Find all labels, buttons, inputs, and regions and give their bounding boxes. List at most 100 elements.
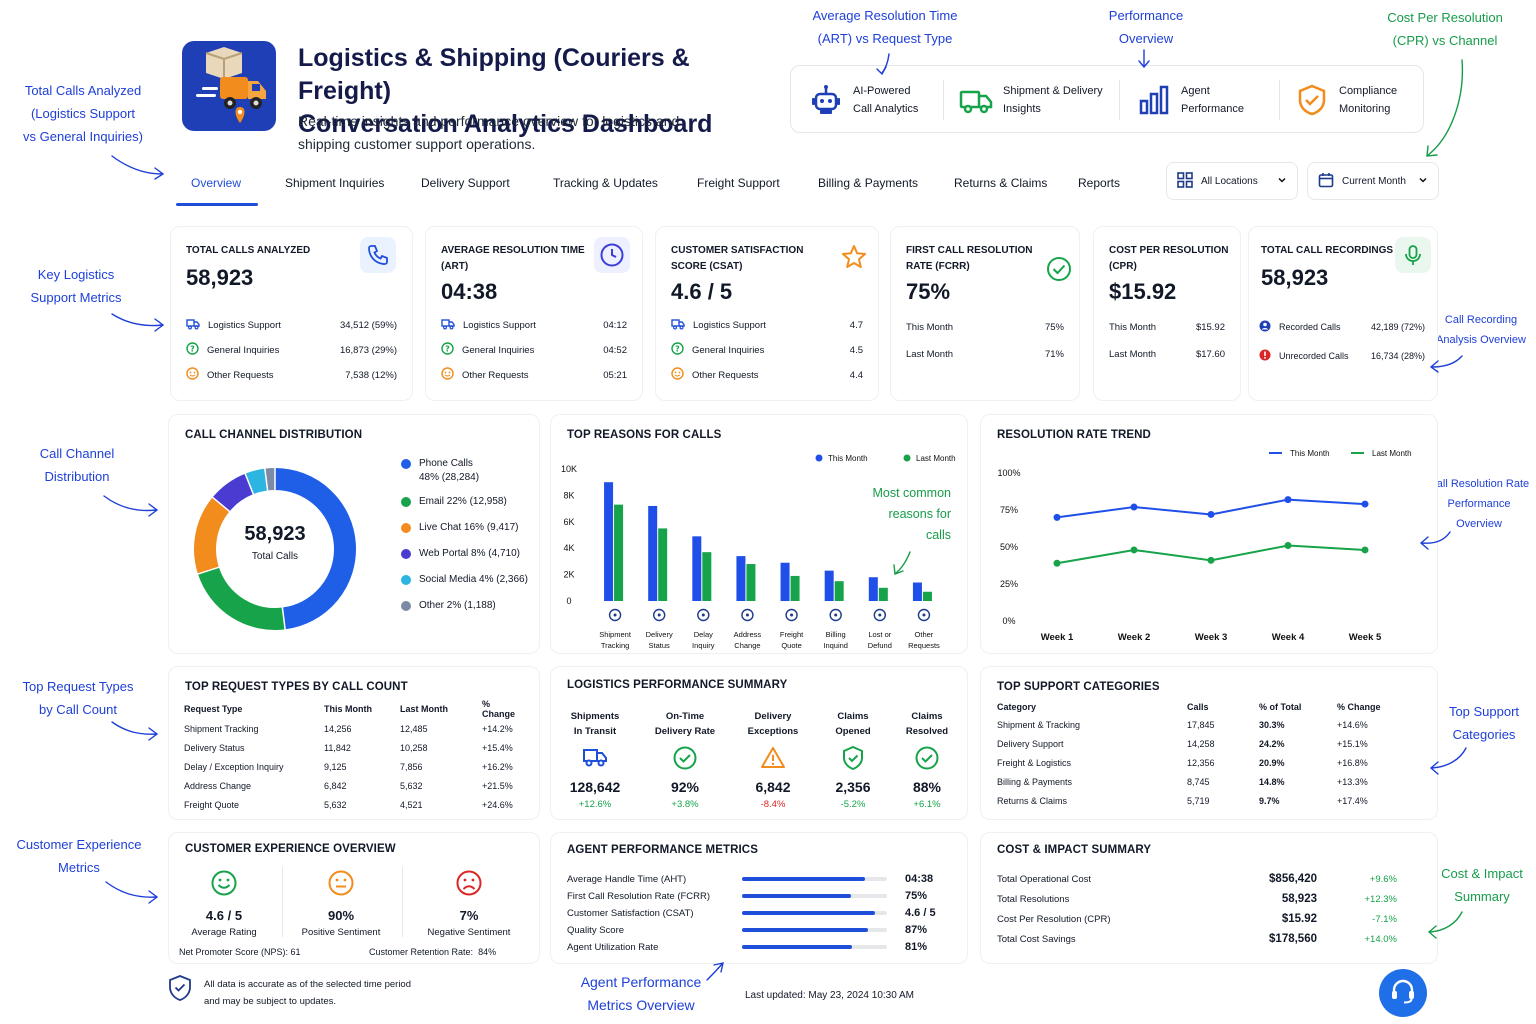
legend-swatch (903, 454, 911, 462)
tab-reports[interactable]: Reports (1078, 176, 1121, 190)
table-cell: Delivery Support (997, 738, 1064, 749)
kpi-row-label: This Month (906, 321, 953, 333)
table-cell: 4,521 (400, 799, 423, 810)
logistics-metric: Shipments In Transit 128,642 +12.6% (555, 709, 635, 810)
donut-slice[interactable] (197, 566, 286, 630)
data-point[interactable] (1284, 496, 1292, 504)
annotation-line: by Call Count (38, 702, 118, 717)
table-row[interactable]: Delivery Status 11,842 10,258 +15.4% (184, 738, 524, 757)
data-point[interactable] (1361, 546, 1369, 554)
kpi-row-value: 34,512 (59%) (339, 319, 397, 331)
bar[interactable] (648, 505, 658, 601)
data-point[interactable] (1130, 503, 1138, 511)
bar[interactable] (922, 591, 932, 601)
progress-fill (742, 877, 866, 881)
donut-slice[interactable] (212, 473, 254, 512)
legend-label: Last Month (1372, 449, 1412, 458)
x-tick-label: Change (734, 641, 760, 650)
bar[interactable] (746, 564, 756, 601)
table-row[interactable]: Shipment & Tracking 17,845 30.3% +14.6% (997, 715, 1407, 734)
bar[interactable] (878, 587, 888, 601)
location-dropdown[interactable]: All Locations (1166, 162, 1298, 200)
metric-label: Agent Utilization Rate (567, 941, 659, 953)
cx-value: 90% (327, 908, 355, 923)
data-point[interactable] (1207, 556, 1215, 564)
column-header: Request Type (184, 704, 243, 714)
tab-overview[interactable]: Overview (191, 176, 242, 190)
bar[interactable] (824, 570, 834, 601)
bar[interactable] (604, 482, 614, 601)
feature-ai-analytics[interactable]: AI-Powered Call Analytics (809, 82, 943, 118)
support-chat-button[interactable] (1379, 969, 1427, 1017)
bar[interactable] (702, 552, 712, 601)
tab-freight-support[interactable]: Freight Support (697, 176, 780, 190)
legend-text: Web Portal 8% (4,710) (419, 547, 520, 561)
donut-slice[interactable] (264, 468, 276, 491)
cost-label: Total Operational Cost (997, 873, 1091, 885)
kpi-row: Recorded Calls 42,189 (72%) (1259, 319, 1425, 335)
cx-label: Negative Sentiment (427, 927, 511, 938)
donut-slice[interactable] (194, 497, 230, 575)
bar[interactable] (868, 577, 878, 601)
bar[interactable] (912, 582, 922, 601)
page-subtitle: Real-time insights and performance overv… (298, 113, 680, 152)
tab-shipment-inquiries[interactable]: Shipment Inquiries (285, 176, 385, 190)
annotation-art: Average Resolution Time (ART) vs Request … (790, 4, 980, 50)
feature-label: Agent (1181, 85, 1210, 97)
metric-heading-line: On-Time (665, 711, 705, 722)
feature-compliance[interactable]: Compliance Monitoring (1295, 82, 1429, 118)
bar[interactable] (736, 556, 746, 601)
legend-swatch (401, 523, 411, 533)
bar[interactable] (780, 562, 790, 601)
metric-heading: On-Time Delivery Rate (645, 709, 725, 741)
x-tick-label: Lost or (868, 630, 891, 639)
table-row[interactable]: Freight Quote 5,632 4,521 +24.6% (184, 795, 524, 814)
tab-billing-payments[interactable]: Billing & Payments (818, 176, 919, 190)
data-point[interactable] (1284, 542, 1292, 550)
feature-agent-performance[interactable]: Agent Performance (1137, 82, 1271, 118)
bar[interactable] (790, 575, 800, 601)
annotation-common-reasons: Most common reasons for calls (851, 483, 952, 546)
feature-label: Compliance (1339, 85, 1398, 97)
tab-tracking-updates[interactable]: Tracking & Updates (553, 176, 658, 190)
table-cell: 6,842 (324, 780, 347, 791)
agent-metric-row: Agent Utilization Rate 81% (567, 939, 951, 955)
data-point[interactable] (1207, 510, 1215, 518)
data-point[interactable] (1130, 546, 1138, 554)
progress-bar (742, 945, 887, 949)
tab-returns-claims[interactable]: Returns & Claims (954, 176, 1048, 190)
retention-label: Customer Retention Rate: (369, 947, 474, 957)
tab-delivery-support[interactable]: Delivery Support (421, 176, 510, 190)
table-row[interactable]: Freight & Logistics 12,356 20.9% +16.8% (997, 753, 1407, 772)
table-row[interactable]: Address Change 6,842 5,632 +21.5% (184, 776, 524, 795)
donut-slice[interactable] (274, 468, 356, 630)
data-point[interactable] (1361, 500, 1369, 508)
period-dropdown[interactable]: Current Month (1307, 162, 1439, 200)
cost-row: Cost Per Resolution (CPR) $15.92 -7.1% (997, 910, 1397, 928)
kpi-row-value: 42,189 (72%) (1370, 322, 1425, 332)
y-tick-label: 100% (997, 468, 1020, 478)
metric-label: Customer Satisfaction (CSAT) (567, 907, 694, 919)
feature-shipment-insights[interactable]: Shipment & Delivery Insights (959, 82, 1113, 118)
table-row[interactable]: Shipment Tracking 14,256 12,485 +14.2% (184, 719, 524, 738)
y-tick-label: 75% (1000, 505, 1018, 515)
annotation-line: Agent Performance (580, 974, 702, 990)
bar[interactable] (692, 536, 702, 601)
data-point[interactable] (1053, 559, 1061, 567)
cx-value: 7% (459, 908, 479, 923)
table-row[interactable]: Delivery Support 14,258 24.2% +15.1% (997, 734, 1407, 753)
table-row[interactable]: Returns & Claims 5,719 9.7% +17.4% (997, 791, 1407, 810)
table-row[interactable]: Delay / Exception Inquiry 9,125 7,856 +16.2… (184, 757, 524, 776)
donut-slice[interactable] (245, 468, 268, 495)
table-row[interactable]: Billing & Payments 8,745 14.8% +13.3% (997, 772, 1407, 791)
metric-value: 88% (912, 779, 942, 795)
bar[interactable] (834, 581, 844, 601)
cost-value: $856,420 (1269, 873, 1317, 885)
cost-value: $15.92 (1281, 913, 1317, 925)
slice-separator (281, 606, 287, 631)
column-header: % Change (482, 699, 516, 719)
bar[interactable] (614, 504, 624, 601)
bar[interactable] (658, 528, 668, 601)
request-types-card: TOP REQUEST TYPES BY CALL COUNT Request … (168, 666, 540, 820)
data-point[interactable] (1053, 513, 1061, 521)
